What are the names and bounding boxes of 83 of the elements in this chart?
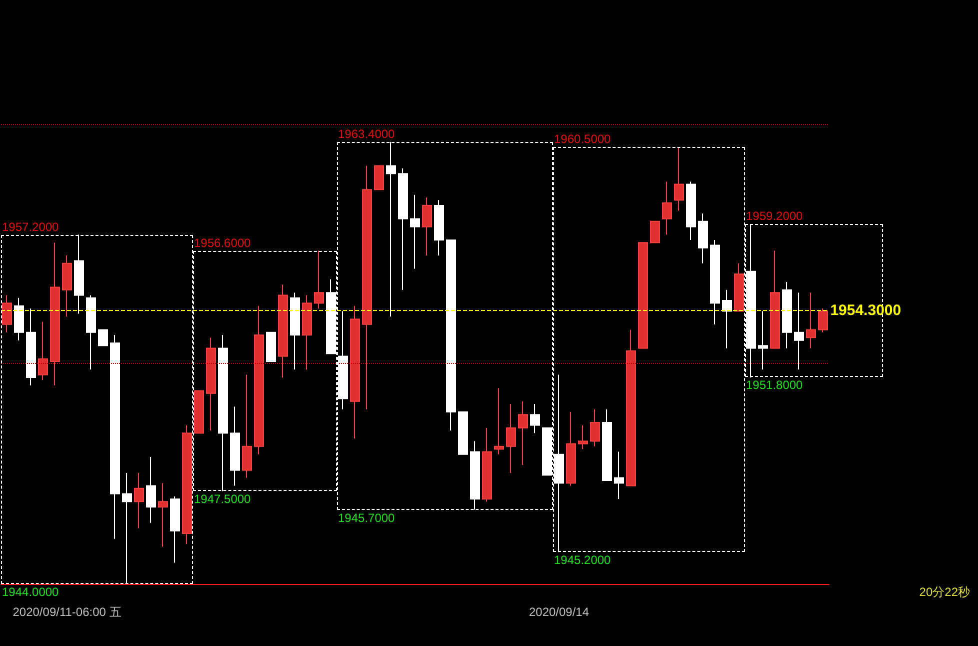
candlestick	[350, 305, 360, 439]
candlestick	[338, 310, 348, 410]
candlestick	[698, 212, 708, 264]
candlestick	[818, 308, 828, 333]
candlestick	[554, 374, 564, 553]
candlestick	[566, 411, 576, 486]
annotation: 1951.8000	[746, 378, 803, 392]
candlestick	[98, 329, 108, 346]
candlestick	[122, 472, 132, 584]
candlestick	[578, 424, 588, 450]
candlestick	[314, 250, 324, 309]
candlestick	[590, 408, 600, 447]
candlestick	[542, 427, 552, 476]
candlestick	[758, 310, 768, 370]
candlestick	[362, 165, 372, 410]
candlestick	[614, 451, 624, 500]
candlestick	[506, 403, 516, 474]
candlestick	[2, 294, 12, 333]
annotation: 1945.7000	[338, 510, 395, 525]
text: 1954.3000	[830, 302, 902, 320]
annotation: 1960.5000	[554, 132, 611, 146]
candlestick	[638, 242, 648, 349]
annotation: 1959.2000	[746, 209, 803, 224]
candlestick	[86, 294, 96, 370]
candlestick	[374, 165, 384, 190]
candlestick	[434, 200, 444, 256]
candlestick	[50, 242, 60, 386]
text: 1963.4000	[338, 126, 395, 141]
candlestick	[470, 440, 480, 510]
candlestick	[530, 403, 540, 434]
candlestick	[410, 194, 420, 270]
candlestick	[158, 482, 168, 548]
candlestick	[770, 250, 780, 349]
candlestick	[170, 496, 180, 564]
candlestick	[254, 305, 264, 455]
candlestick	[602, 408, 612, 481]
candlestick	[110, 334, 120, 540]
candlestick	[266, 332, 276, 362]
candlestick	[722, 289, 732, 349]
candlestick	[242, 374, 252, 478]
candlestick	[230, 406, 240, 486]
candlestick	[782, 281, 792, 349]
candlestick	[494, 388, 504, 455]
candlestick	[14, 297, 24, 341]
candlestick	[26, 308, 36, 386]
candlestick	[194, 390, 204, 434]
candlestick	[806, 292, 816, 349]
x-tick-label: 2020/09/14	[528, 605, 590, 619]
candlestick	[422, 197, 432, 256]
text: 1944.0000	[2, 584, 59, 599]
candlestick	[674, 146, 684, 212]
annotation: 1945.2000	[554, 553, 611, 568]
candlestick	[146, 456, 156, 524]
candlestick	[518, 400, 528, 466]
annotation: 1957.2000	[2, 220, 59, 234]
candlestick	[278, 284, 288, 378]
candlestick	[398, 168, 408, 290]
candlestick	[302, 294, 312, 370]
candlestick	[482, 427, 492, 502]
candlestick	[134, 472, 144, 529]
candlestick	[74, 234, 84, 314]
candlestick	[386, 141, 396, 317]
candlestick	[290, 292, 300, 370]
candlestick	[650, 220, 660, 244]
candlestick	[458, 411, 468, 455]
candlestick	[326, 278, 336, 354]
candlestick	[446, 239, 456, 432]
annotation: 1956.6000	[194, 236, 251, 250]
candlestick	[710, 239, 720, 325]
candlestick	[686, 181, 696, 240]
candlestick	[662, 181, 672, 236]
candlestick	[218, 334, 228, 492]
candlestick	[182, 424, 192, 545]
x-tick-label: 2020/09/11-06:00 五	[12, 605, 122, 619]
text: 20分22秒	[919, 584, 970, 601]
annotation: 1947.5000	[194, 492, 251, 506]
candlestick	[626, 329, 636, 486]
candlestick	[734, 262, 744, 312]
candlestick	[206, 337, 216, 432]
candlestick	[38, 321, 48, 381]
candlestick	[62, 254, 72, 317]
candlestick	[746, 224, 756, 378]
candlestick	[794, 292, 804, 370]
